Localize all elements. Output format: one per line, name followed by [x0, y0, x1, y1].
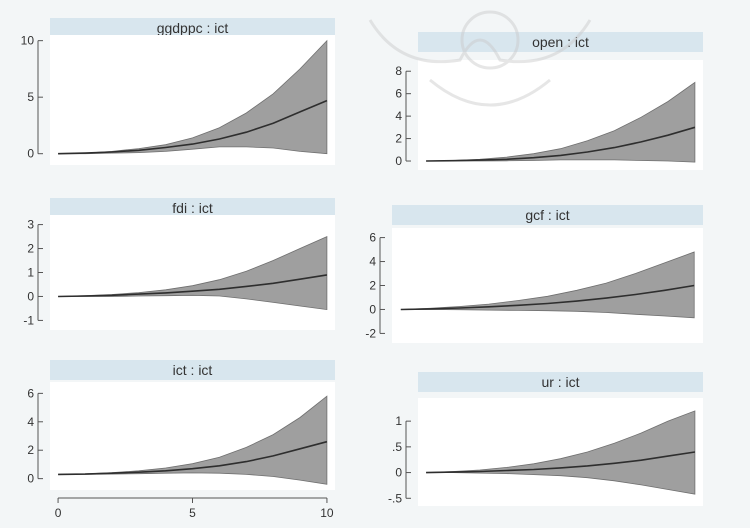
y-tick-label: 4 — [27, 415, 34, 429]
y-tick-label: 0 — [395, 466, 402, 480]
y-tick-label: 6 — [395, 87, 402, 101]
y-tick-label: 8 — [395, 64, 402, 78]
y-tick-label: -2 — [365, 326, 376, 340]
y-tick-label: -1 — [23, 313, 34, 327]
irf-panel: ict : ict 0 2 4 6 0 5 10 — [27, 360, 335, 520]
y-tick-label: 10 — [21, 34, 35, 48]
panel-title-bar — [50, 360, 335, 380]
irf-panel: fdi : ict -1 0 1 2 3 — [23, 198, 335, 330]
irf-line — [426, 451, 696, 474]
y-tick-label: 2 — [27, 443, 34, 457]
irf-line — [58, 99, 328, 155]
panel-title: ur : ict — [541, 374, 579, 390]
y-tick-label: 2 — [27, 242, 34, 256]
panel-title: fdi : ict — [172, 200, 213, 216]
panel-title-bar — [50, 198, 335, 218]
y-tick-label: 0 — [369, 302, 376, 316]
irf-panel: ggdppc : ict 0 5 10 — [21, 18, 335, 165]
confidence-band — [400, 251, 695, 319]
y-tick-label: 4 — [369, 255, 376, 269]
panel-title: ggdppc : ict — [157, 20, 229, 36]
confidence-band — [58, 39, 328, 155]
y-tick-label: 6 — [27, 386, 34, 400]
y-tick-label: 0 — [27, 472, 34, 486]
y-tick-label: 0 — [27, 147, 34, 161]
x-tick-label: 5 — [189, 506, 196, 520]
y-tick-label: 5 — [27, 90, 34, 104]
irf-panel: open : ict 0 2 4 6 8 — [395, 32, 703, 170]
confidence-band — [58, 235, 328, 311]
y-tick-label: 0 — [395, 154, 402, 168]
y-tick-label: 1 — [27, 266, 34, 280]
panel-title-bar — [418, 372, 703, 392]
irf-line — [58, 274, 328, 298]
panel-title: gcf : ict — [525, 207, 569, 223]
y-tick-label: 6 — [369, 231, 376, 245]
panel-title: ict : ict — [173, 362, 213, 378]
irf-line — [58, 440, 328, 476]
panel-title-bar — [50, 18, 335, 38]
y-tick-label: 2 — [395, 132, 402, 146]
y-tick-label: 1 — [395, 414, 402, 428]
irf-line — [400, 284, 695, 311]
y-tick-label: 3 — [27, 218, 34, 232]
y-tick-label: -.5 — [388, 491, 402, 505]
irf-panel: gcf : ict -2 0 2 4 6 — [365, 205, 703, 343]
confidence-band — [426, 81, 696, 163]
y-tick-label: 0 — [27, 289, 34, 303]
panel-title-bar — [392, 205, 703, 225]
panel-title-bar — [418, 32, 703, 52]
x-tick-label: 0 — [55, 506, 62, 520]
y-tick-label: .5 — [392, 440, 402, 454]
y-tick-label: 2 — [369, 279, 376, 293]
panel-title: open : ict — [532, 34, 589, 50]
confidence-band — [58, 395, 328, 485]
irf-panel: ur : ict -.5 0 .5 1 — [388, 372, 703, 506]
x-tick-label: 10 — [320, 506, 334, 520]
irf-line — [426, 126, 696, 162]
y-tick-label: 4 — [395, 109, 402, 123]
